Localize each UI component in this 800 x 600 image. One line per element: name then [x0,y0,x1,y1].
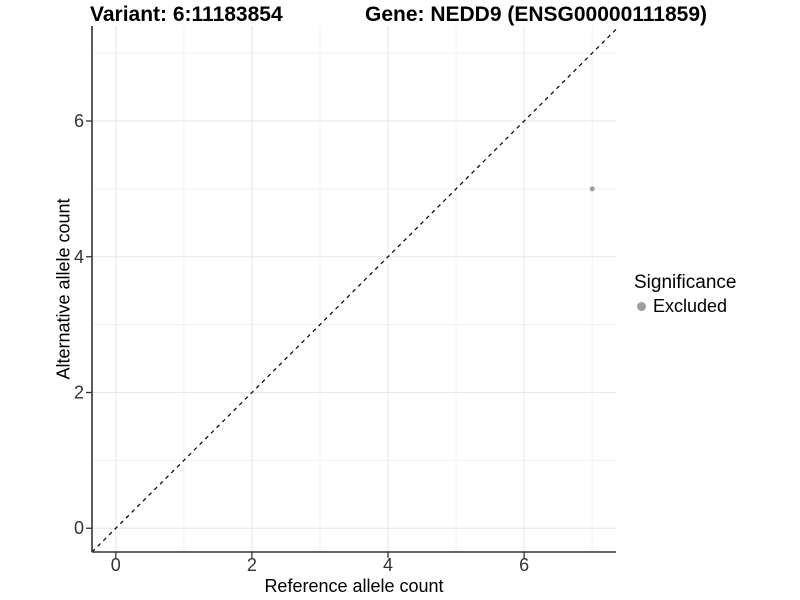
y-tick-label: 2 [74,383,84,403]
x-tick-label: 6 [519,555,529,575]
plot-title-gene: Gene: NEDD9 (ENSG00000111859) [365,3,708,26]
y-tick-label: 6 [74,111,84,131]
y-tick-label: 4 [74,247,84,267]
y-axis-title: Alternative allele count [53,198,74,380]
legend: Significance Excluded [634,272,736,317]
legend-item-label: Excluded [653,295,728,316]
x-tick-label: 4 [383,555,393,575]
legend-item-excluded: Excluded [634,295,736,317]
plot-title-variant: Variant: 6:11183854 [90,3,283,26]
x-axis-title: Reference allele count [264,576,444,596]
legend-title: Significance [634,272,737,293]
x-tick-label: 2 [247,555,257,575]
excluded-point-icon [637,302,646,312]
y-tick-label: 0 [74,518,84,538]
identity-line [91,28,617,553]
data-point [589,186,595,192]
x-tick-label: 0 [111,555,121,575]
